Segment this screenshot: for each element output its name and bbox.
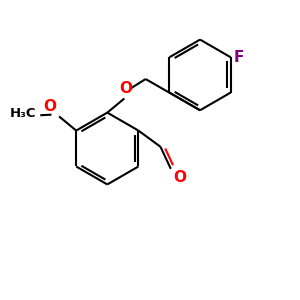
Text: F: F	[234, 50, 244, 65]
Text: H₃C: H₃C	[10, 107, 36, 120]
Text: O: O	[173, 170, 186, 185]
Text: O: O	[119, 81, 132, 96]
Text: O: O	[44, 99, 56, 114]
